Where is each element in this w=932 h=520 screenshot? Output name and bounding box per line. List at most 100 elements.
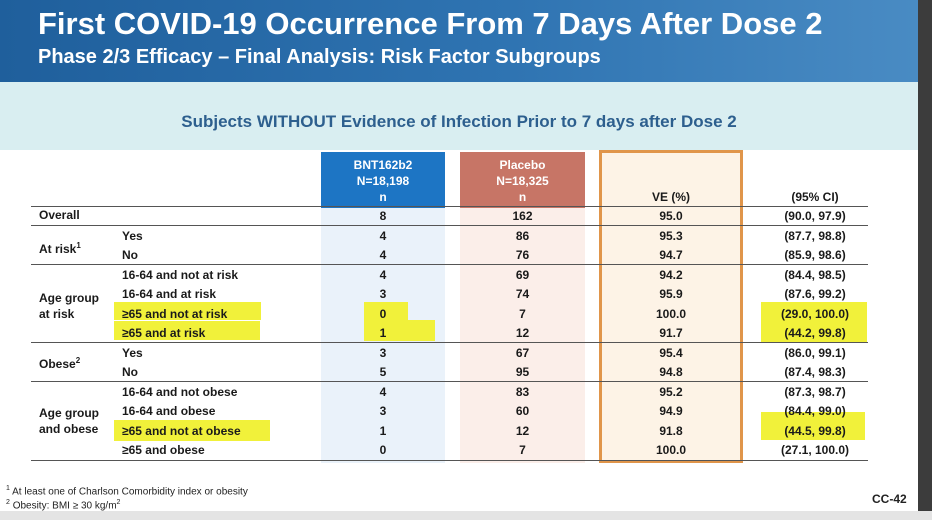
cell-label: No [122, 365, 138, 379]
group-overall: Overall [39, 208, 80, 222]
bottom-bar [0, 511, 932, 520]
cell-bnt: 0 [379, 307, 387, 321]
cell-bnt: 3 [379, 404, 387, 418]
highlight-ci-65-not-at-risk [761, 302, 867, 321]
cell-placebo: 7 [519, 443, 526, 457]
cell-bnt: 3 [379, 287, 387, 301]
slide-number: CC-42 [872, 492, 907, 506]
cell-label: Yes [122, 229, 143, 243]
cell-ve: 100.0 [655, 443, 687, 457]
cell-placebo: 67 [515, 346, 530, 360]
highlight-ci-65-not-obese [761, 412, 865, 440]
group-obese-label: Obese [39, 357, 76, 371]
group-obese: Obese2 [39, 353, 80, 372]
cell-bnt: 4 [379, 385, 387, 399]
ve-column-header: VE (%) [651, 190, 690, 204]
rule-header [31, 206, 868, 207]
highlight-label-65-at-risk [114, 321, 260, 340]
cell-placebo: 76 [515, 248, 530, 262]
placebo-name: Placebo [499, 158, 546, 172]
bnt-sub: n [379, 190, 387, 204]
cell-label: 16-64 and at risk [122, 287, 217, 301]
ci-column-header: (95% CI) [791, 190, 839, 204]
cell-ci: (86.0, 99.1) [784, 346, 846, 360]
cell-ci: (87.6, 99.2) [784, 287, 846, 301]
cell-ve: 91.8 [659, 424, 683, 438]
cell-ve: 95.3 [659, 229, 683, 243]
cell-ve: 94.7 [659, 248, 683, 262]
cell-label: Yes [122, 346, 143, 360]
cell-placebo: 86 [515, 229, 530, 243]
cell-ve: 94.8 [659, 365, 683, 379]
cell-label [122, 208, 312, 224]
cell-placebo: 74 [515, 287, 530, 301]
placebo-column-stripe [460, 208, 585, 463]
rule-obese [31, 381, 868, 382]
footnote-marker-1: 1 [76, 241, 81, 250]
cell-bnt: 0 [379, 443, 387, 457]
cell-label: No [122, 248, 138, 262]
cell-ci: (84.4, 98.5) [784, 268, 846, 282]
rule-age-risk [31, 342, 868, 343]
cell-label: ≥65 and not at risk [122, 307, 228, 321]
rule-bottom [31, 460, 868, 461]
cell-placebo: 95 [515, 365, 530, 379]
cell-bnt: 5 [379, 365, 387, 379]
cell-ve: 95.4 [659, 346, 683, 360]
cell-placebo: 60 [515, 404, 530, 418]
footnote-2-exponent: 2 [116, 499, 121, 506]
placebo-column-header: Placebo N=18,325 n [460, 152, 585, 208]
population-band: Subjects WITHOUT Evidence of Infection P… [0, 82, 918, 150]
cell-ci: (84.4, 99.0) [784, 404, 846, 418]
cell-bnt: 3 [379, 346, 387, 360]
cell-placebo: 12 [515, 424, 530, 438]
cell-placebo: 162 [512, 209, 533, 223]
population-title: Subjects WITHOUT Evidence of Infection P… [181, 112, 737, 131]
cell-placebo: 83 [515, 385, 530, 399]
highlight-label-65-not-obese [114, 420, 270, 441]
cell-bnt: 4 [379, 229, 387, 243]
cell-bnt: 1 [379, 424, 387, 438]
group-age-risk: Age group at risk [39, 291, 99, 321]
footnote-1-text: At least one of Charlson Comorbidity ind… [12, 486, 248, 498]
cell-ci: (87.3, 98.7) [784, 385, 846, 399]
cell-label: 16-64 and not at risk [122, 268, 239, 282]
footnote-2-mark: 2 [6, 499, 10, 506]
highlight-ci-65-at-risk [761, 321, 867, 343]
cell-label: ≥65 and not at obese [122, 424, 241, 438]
cell-bnt: 4 [379, 268, 387, 282]
cell-ve: 95.0 [659, 209, 683, 223]
highlight-bnt-65-at-risk [364, 320, 435, 341]
cell-label: 16-64 and not obese [122, 385, 238, 399]
cell-placebo: 7 [519, 307, 526, 321]
cell-bnt: 8 [379, 209, 387, 223]
right-edge-bar [918, 0, 932, 520]
footnote-2-text: Obesity: BMI ≥ 30 kg/m [12, 500, 117, 512]
cell-ve: 100.0 [655, 307, 687, 321]
cell-placebo: 69 [515, 268, 530, 282]
rule-overall [31, 225, 868, 226]
footnote-2: 2 Obesity: BMI ≥ 30 kg/m2 [6, 499, 120, 511]
cell-ci: (87.7, 98.8) [784, 229, 846, 243]
footnote-marker-2: 2 [75, 356, 81, 365]
cell-ve: 91.7 [659, 326, 683, 340]
cell-ci: (27.1, 100.0) [780, 443, 850, 457]
cell-ci: (85.9, 98.6) [784, 248, 846, 262]
cell-placebo: 12 [515, 326, 530, 340]
cell-ci: (44.2, 99.8) [784, 326, 846, 340]
bnt-column-header: BNT162b2 N=18,198 n [321, 152, 445, 208]
rule-at-risk [31, 264, 868, 265]
cell-ci: (29.0, 100.0) [780, 307, 850, 321]
cell-ci: (44.5, 99.8) [784, 424, 846, 438]
cell-ve: 94.2 [659, 268, 683, 282]
cell-ve: 94.9 [659, 404, 683, 418]
highlight-bnt-65-not-at-risk [364, 302, 408, 320]
highlight-label-65-not-at-risk [114, 302, 261, 320]
cell-bnt: 1 [379, 326, 387, 340]
cell-ve: 95.2 [659, 385, 683, 399]
group-at-risk-label: At risk [39, 242, 77, 256]
placebo-n: N=18,325 [496, 174, 549, 188]
cell-ve: 95.9 [659, 287, 683, 301]
bnt-n: N=18,198 [356, 174, 410, 188]
cell-label: 16-64 and obese [122, 404, 216, 418]
